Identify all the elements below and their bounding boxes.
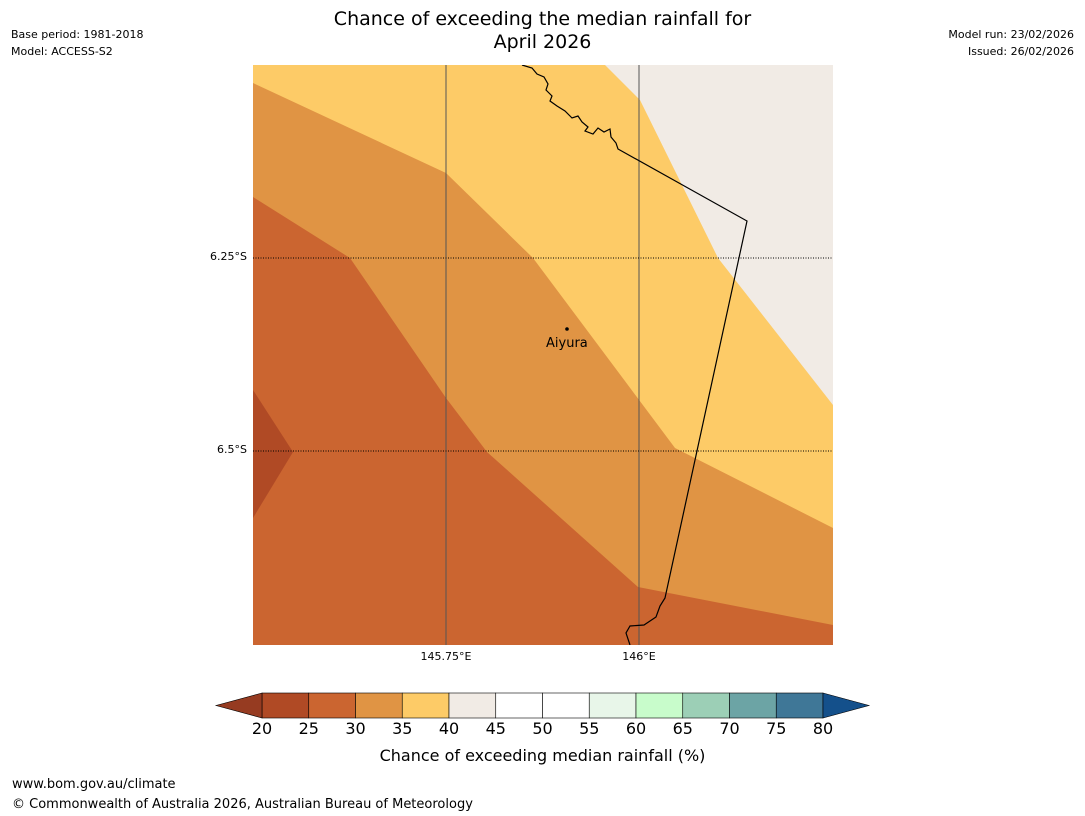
metadata-right: Model run: 23/02/2026 Issued: 26/02/2026 — [948, 26, 1074, 60]
colorbar-tick-label: 45 — [485, 719, 506, 738]
colorbar-tick-label: 40 — [438, 719, 460, 738]
colorbar-tick-label: 55 — [579, 719, 600, 738]
colorbar-bin-55-60 — [588, 692, 637, 719]
footer: www.bom.gov.au/climate © Commonwealth of… — [12, 775, 473, 815]
colorbar-bin-35-40 — [401, 692, 450, 719]
colorbar-tick-label: 35 — [392, 719, 413, 738]
footer-copyright: © Commonwealth of Australia 2026, Austra… — [12, 797, 473, 812]
aiyura-marker — [565, 327, 569, 331]
colorbar-bin-40-45 — [448, 692, 497, 719]
lat-label-6-25: 6.25°S — [210, 250, 247, 263]
region-20-25 — [253, 390, 293, 518]
map-title: Chance of exceeding the median rainfall … — [0, 8, 1085, 54]
colorbar-bin-65-70 — [682, 692, 730, 719]
colorbar-tick-label: 75 — [766, 719, 787, 738]
colorbar-bin-50-55 — [542, 692, 590, 719]
lon-label-145-75: 145.75°E — [420, 650, 472, 663]
colorbar-tick-label: 30 — [345, 719, 366, 738]
colorbar-tick-label: 50 — [532, 719, 553, 738]
colorbar-tick-label: 65 — [672, 719, 693, 738]
model-text: Model: ACCESS-S2 — [11, 45, 113, 58]
colorbar-tick-label: 70 — [719, 719, 740, 738]
colorbar-tick-label: 25 — [298, 719, 319, 738]
colorbar-under-arrow — [214, 692, 263, 719]
region-25-30 — [253, 197, 833, 645]
base-period-text: Base period: 1981-2018 — [11, 28, 144, 41]
forecast-map — [253, 65, 833, 645]
coastline-boundary — [521, 65, 748, 645]
lat-label-6-5: 6.5°S — [217, 443, 247, 456]
colorbar-tick-label: 60 — [625, 719, 647, 738]
model-run-text: Model run: 23/02/2026 — [948, 28, 1074, 41]
footer-url[interactable]: www.bom.gov.au/climate — [12, 777, 176, 792]
issued-text: Issued: 26/02/2026 — [967, 45, 1074, 58]
colorbar-over-arrow — [822, 692, 871, 719]
title-line-1: Chance of exceeding the median rainfall … — [333, 8, 752, 30]
lon-label-146: 146°E — [622, 650, 656, 663]
metadata-left: Base period: 1981-2018 Model: ACCESS-S2 — [11, 26, 143, 60]
colorbar-bin-20-25 — [261, 692, 310, 719]
aiyura-label: Aiyura — [546, 336, 588, 351]
colorbar-bin-75-80 — [775, 692, 824, 719]
colorbar-bin-70-75 — [729, 692, 777, 719]
colorbar-bin-25-30 — [308, 692, 356, 719]
colorbar-bin-60-65 — [635, 692, 684, 719]
colorbar-bin-30-35 — [355, 692, 403, 719]
colorbar-title: Chance of exceeding median rainfall (%) — [379, 746, 706, 765]
colorbar-tick-label: 80 — [812, 719, 834, 738]
colorbar-tick-label: 20 — [251, 719, 273, 738]
colorbar-bin-45-50 — [495, 692, 543, 719]
title-line-2: April 2026 — [493, 31, 592, 53]
